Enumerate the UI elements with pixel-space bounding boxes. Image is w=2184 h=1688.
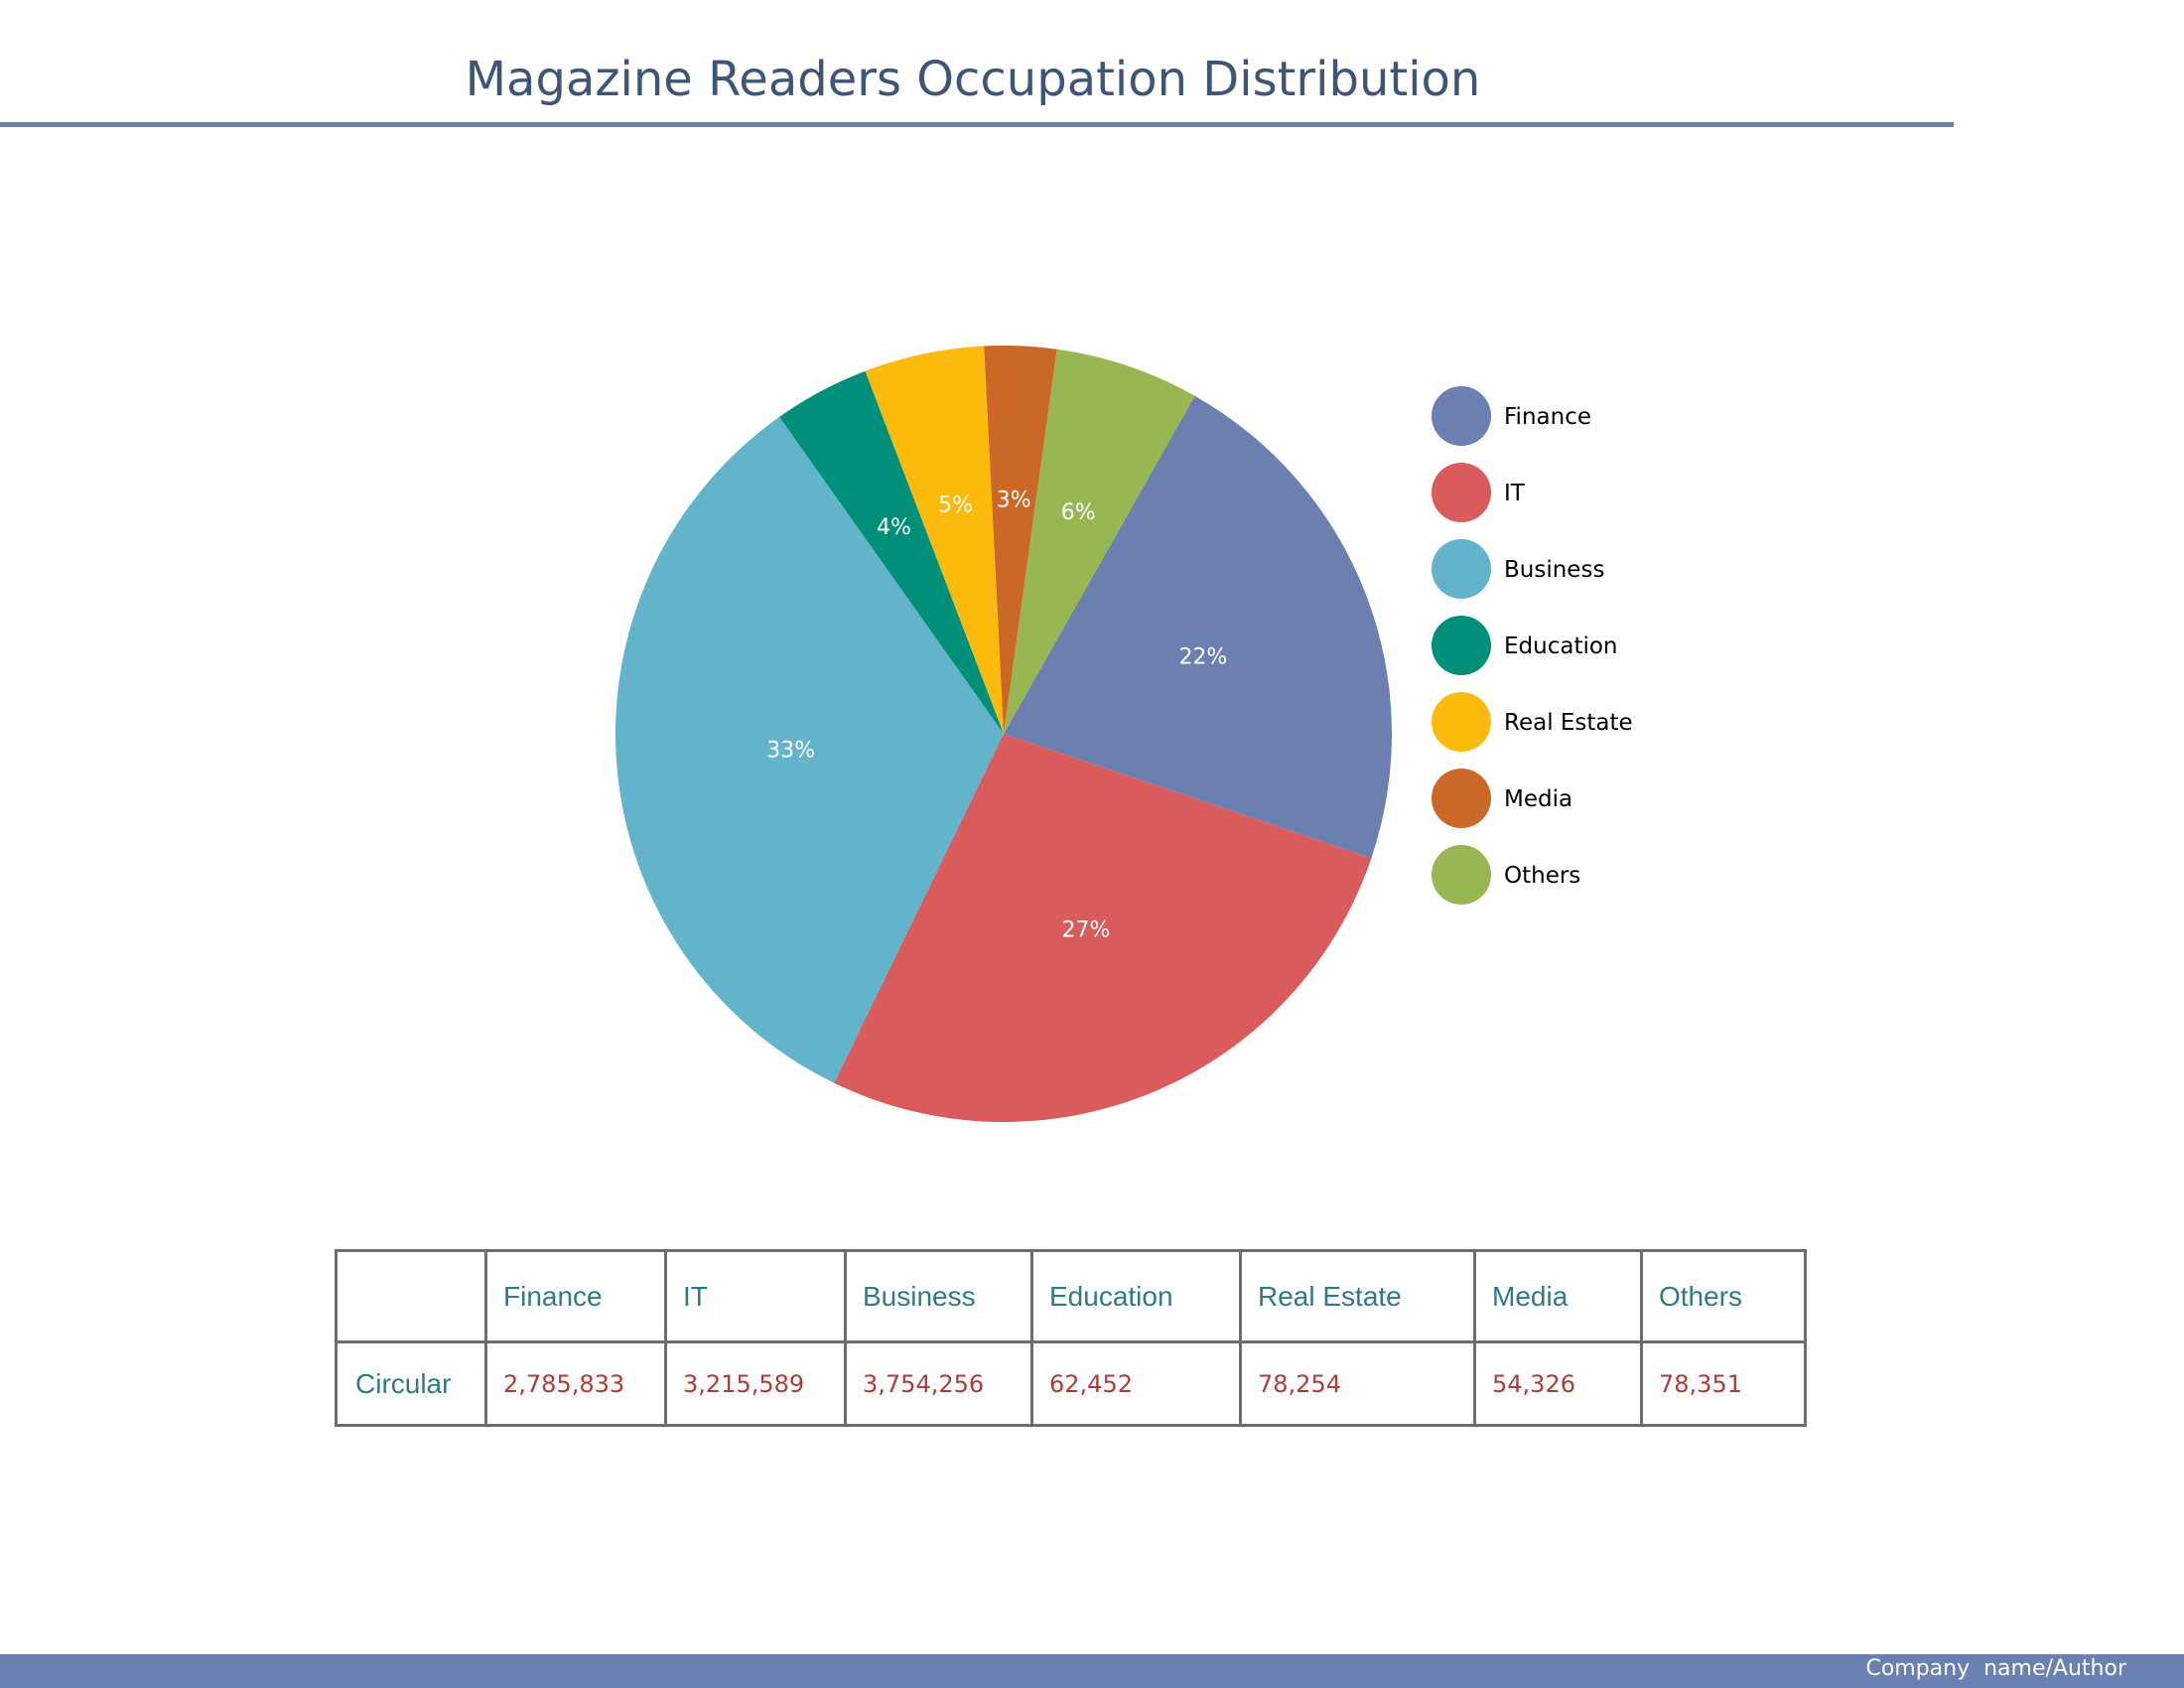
footer-author: Company name/Author	[1865, 1656, 2126, 1681]
legend-swatch-media	[1432, 769, 1491, 828]
legend-label-real-estate: Real Estate	[1504, 710, 1633, 736]
legend-swatch-it	[1432, 463, 1491, 522]
pie-slice-real-estate	[865, 346, 1004, 734]
pie-data-label: 3%	[997, 489, 1031, 513]
pie-slice-finance	[1004, 395, 1393, 859]
table-cell: 54,326	[1473, 1340, 1643, 1427]
pie-data-label: 22%	[1178, 644, 1227, 669]
legend-swatch-real-estate	[1432, 692, 1491, 752]
table-header-cell: Finance	[484, 1249, 667, 1343]
footer-bar	[0, 1654, 2184, 1688]
data-table: Finance IT Business Education Real Estat…	[335, 1249, 1807, 1427]
table-cell: 3,215,589	[664, 1340, 847, 1427]
legend-label-business: Business	[1504, 557, 1604, 583]
page-title: Magazine Readers Occupation Distribution	[465, 52, 1481, 107]
table-cell: 78,351	[1640, 1340, 1807, 1427]
table-header-cell: Real Estate	[1239, 1249, 1476, 1343]
pie-data-label: 27%	[1062, 917, 1111, 942]
pie-data-label: 5%	[938, 492, 973, 517]
pie-chart: 22% 27% 33% 4% 5% 3% 6% Finance IT Business Educa…	[615, 346, 1633, 1122]
legend-label-others: Others	[1504, 863, 1580, 889]
pie-slice-media	[984, 346, 1057, 734]
pie-legend: Finance IT Business Education Real Estate Med…	[1432, 386, 1633, 905]
table-cell: 62,452	[1030, 1340, 1242, 1427]
legend-swatch-finance	[1432, 386, 1491, 446]
table-header-cell: Media	[1473, 1249, 1643, 1343]
table-header-cell: IT	[664, 1249, 847, 1343]
legend-label-education: Education	[1504, 633, 1618, 659]
table-header-row: Finance IT Business Education Real Estat…	[335, 1249, 1807, 1343]
table-cell: 78,254	[1239, 1340, 1476, 1427]
legend-swatch-others	[1432, 845, 1491, 905]
table-cell: 3,754,256	[844, 1340, 1033, 1427]
legend-label-media: Media	[1504, 786, 1572, 812]
pie-data-label: 4%	[877, 515, 911, 540]
pie-slice-it	[834, 734, 1372, 1122]
table-cell: 2,785,833	[484, 1340, 667, 1427]
title-divider	[0, 122, 1954, 127]
table-row: Circular 2,785,833 3,215,589 3,754,256 6…	[335, 1340, 1807, 1427]
table-corner-cell	[335, 1249, 487, 1343]
table-row-label: Circular	[335, 1340, 487, 1427]
legend-label-finance: Finance	[1504, 404, 1591, 430]
pie-slice-business	[615, 416, 1004, 1083]
legend-label-it: IT	[1504, 481, 1526, 506]
pie-labels: 22% 27% 33% 4% 5% 3% 6%	[766, 489, 1227, 943]
pie-data-label: 33%	[766, 739, 815, 764]
table-header-cell: Education	[1030, 1249, 1242, 1343]
pie-slices	[615, 346, 1393, 1122]
pie-data-label: 6%	[1061, 500, 1096, 525]
pie-slice-education	[779, 370, 1004, 734]
pie-slice-others	[1004, 349, 1195, 734]
legend-swatch-education	[1432, 616, 1491, 675]
table-header-cell: Others	[1640, 1249, 1807, 1343]
legend-swatch-business	[1432, 539, 1491, 599]
table-header-cell: Business	[844, 1249, 1033, 1343]
